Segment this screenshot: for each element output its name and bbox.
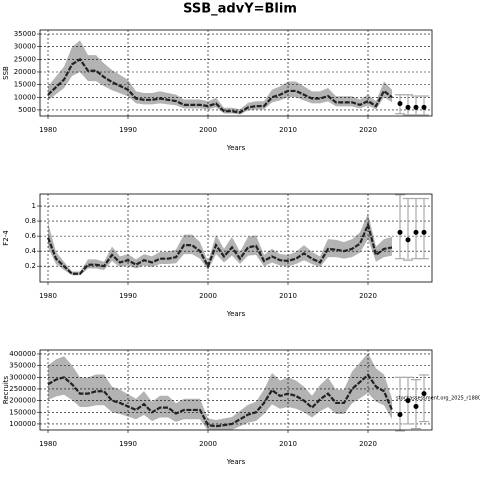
confidence-band: [48, 213, 392, 276]
plot-frame: [39, 193, 433, 283]
y-tick-label: 10000: [14, 93, 36, 101]
y-tick-label: 30000: [14, 43, 36, 51]
x-tick-label: 1990: [119, 440, 137, 448]
y-tick-label: 35000: [14, 30, 36, 38]
x-tick-label: 2000: [199, 126, 217, 134]
estimate-line: [47, 373, 394, 428]
plot-frame: [39, 29, 433, 117]
y-tick-label: 5000: [18, 106, 36, 114]
y-tick-label: 1: [32, 202, 36, 210]
y-tick-label: 15000: [14, 81, 36, 89]
error-bar: [419, 197, 429, 260]
y-axis-label: Recruits: [2, 375, 10, 404]
x-tick-label: 1980: [39, 292, 57, 300]
y-axis-label: F2-4: [2, 230, 10, 246]
error-bar: [419, 374, 429, 423]
plot-area: [40, 194, 432, 282]
forecast-point: [405, 398, 411, 404]
panel: 1980 1990 2000 2010 2020 100000 150000 200000 25…: [2, 349, 480, 466]
x-axis-label: Years: [226, 144, 246, 152]
chart-title: SSB_advY=Blim: [183, 2, 297, 17]
error-bar: [395, 194, 405, 260]
forecast-point: [421, 104, 427, 110]
plot-area: [40, 350, 432, 430]
estimate-line: [46, 221, 393, 275]
confidence-band: [48, 353, 392, 430]
forecast-point: [413, 104, 419, 110]
x-tick-label: 1990: [119, 126, 137, 134]
y-tick-label: 20000: [14, 68, 36, 76]
x-tick-label: 2020: [359, 292, 377, 300]
x-tick-label: 2010: [279, 440, 297, 448]
x-tick-label: 2020: [359, 440, 377, 448]
y-tick-label: 0.6: [25, 232, 37, 240]
annotation: stockassessment.org_2025_r18807_g8.1c: [396, 396, 480, 402]
x-tick-label: 2010: [279, 292, 297, 300]
x-tick-label: 1980: [39, 440, 57, 448]
y-tick-label: 0.4: [25, 247, 37, 255]
y-tick-label: 200000: [9, 397, 36, 405]
x-tick-label: 2020: [359, 126, 377, 134]
estimate-line: [47, 57, 393, 114]
x-tick-label: 1980: [39, 126, 57, 134]
forecast-point: [405, 237, 411, 243]
panel: 1980 1990 2000 2010 2020 5000 10000 15000 20000 2…: [2, 29, 433, 152]
y-tick-label: 0.8: [25, 217, 36, 225]
x-tick-label: 2000: [199, 440, 217, 448]
error-bar: [403, 94, 413, 116]
plot-frame: [39, 349, 433, 431]
forecast-point: [397, 101, 403, 107]
panel: 1980 1990 2000 2010 2020 0.2 0.4 0.6 0.8 1 Years F2…: [2, 193, 433, 318]
x-tick-label: 2010: [279, 126, 297, 134]
x-axis-label: Years: [226, 310, 246, 318]
forecast-point: [421, 391, 427, 397]
y-tick-label: 350000: [9, 362, 36, 370]
plot-area: [40, 30, 432, 116]
y-axis-label: SSB: [2, 66, 10, 80]
y-tick-label: 250000: [9, 385, 36, 393]
forecast-point: [397, 229, 403, 235]
y-tick-label: 25000: [14, 55, 36, 63]
forecast-point: [413, 229, 419, 235]
y-tick-label: 150000: [9, 408, 36, 416]
error-bar: [395, 376, 405, 432]
x-tick-label: 1990: [119, 292, 137, 300]
y-tick-label: 100000: [9, 420, 36, 428]
x-axis-label: Years: [226, 458, 246, 466]
forecast-point: [405, 104, 411, 110]
x-tick-label: 2000: [199, 292, 217, 300]
y-tick-label: 0.2: [25, 262, 36, 270]
forecast-point: [397, 412, 403, 418]
y-tick-label: 400000: [9, 350, 36, 358]
error-bar: [411, 197, 421, 260]
y-tick-label: 300000: [9, 373, 36, 381]
forecast-point: [413, 403, 419, 409]
forecast-point: [421, 229, 427, 235]
